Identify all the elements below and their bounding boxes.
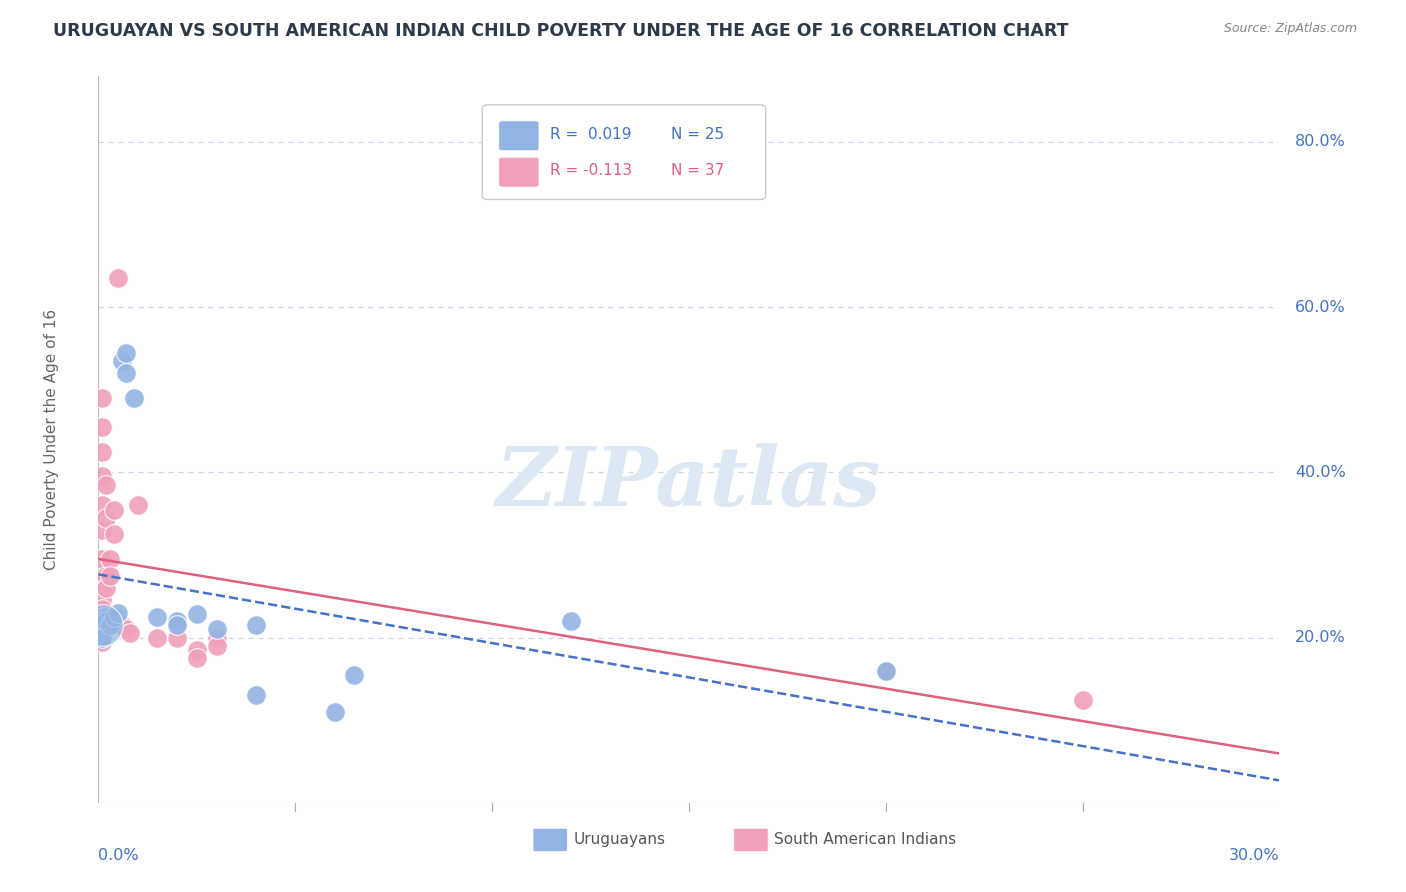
Point (91, 618, 114, 632)
Point (103, 610, 125, 624)
Point (96, 477, 118, 491)
Text: N = 37: N = 37 (671, 163, 724, 178)
Point (91, 420, 114, 434)
Point (91, 573, 114, 587)
Text: 20.0%: 20.0% (1295, 630, 1346, 645)
Point (103, 502, 125, 516)
Text: N = 25: N = 25 (671, 128, 724, 142)
Text: South American Indians: South American Indians (773, 832, 956, 847)
Point (96, 614, 118, 628)
Point (91, 614, 114, 628)
Point (245, 618, 267, 632)
Point (91, 634, 114, 648)
Point (91, 623, 114, 637)
Text: R = -0.113: R = -0.113 (550, 163, 631, 178)
Point (205, 639, 228, 653)
Text: URUGUAYAN VS SOUTH AMERICAN INDIAN CHILD POVERTY UNDER THE AGE OF 16 CORRELATION: URUGUAYAN VS SOUTH AMERICAN INDIAN CHILD… (53, 22, 1069, 40)
Point (91, 618, 114, 632)
Text: R =  0.019: R = 0.019 (550, 128, 631, 142)
Point (91, 391, 114, 405)
Point (107, 271, 129, 285)
Point (91, 618, 114, 632)
Text: Child Poverty Under the Age of 16: Child Poverty Under the Age of 16 (44, 309, 59, 570)
Point (205, 631, 228, 645)
Point (115, 345, 138, 359)
Point (1071, 692, 1094, 706)
Point (98, 552, 121, 566)
Text: ZIPatlas: ZIPatlas (496, 443, 882, 523)
Point (96, 610, 118, 624)
Point (91, 444, 114, 458)
Point (91, 523, 114, 537)
Point (103, 527, 125, 541)
Point (91, 593, 114, 607)
Text: 0.0%: 0.0% (98, 848, 139, 863)
Text: 40.0%: 40.0% (1295, 465, 1346, 480)
Text: 80.0%: 80.0% (1295, 135, 1346, 149)
Point (91, 626, 114, 640)
Point (96, 510, 118, 524)
Point (186, 607, 208, 622)
Point (186, 643, 208, 657)
Point (96, 610, 118, 624)
FancyBboxPatch shape (499, 157, 538, 187)
Point (107, 606, 129, 620)
Point (115, 623, 138, 637)
Point (91, 626, 114, 640)
Point (166, 614, 188, 628)
Point (91, 469, 114, 483)
FancyBboxPatch shape (734, 829, 768, 852)
Point (91, 552, 114, 566)
Point (166, 631, 188, 645)
Point (127, 499, 149, 513)
FancyBboxPatch shape (533, 829, 567, 852)
Text: Source: ZipAtlas.com: Source: ZipAtlas.com (1223, 22, 1357, 36)
Point (98, 568, 121, 582)
Point (111, 618, 134, 632)
Point (91, 499, 114, 513)
Point (560, 614, 582, 628)
FancyBboxPatch shape (482, 105, 766, 200)
Text: 30.0%: 30.0% (1229, 848, 1279, 863)
Point (323, 705, 346, 719)
Point (205, 623, 228, 637)
Point (166, 618, 188, 632)
Point (146, 631, 169, 645)
Point (186, 651, 208, 665)
Point (875, 664, 897, 678)
Point (875, 664, 897, 678)
Point (91, 631, 114, 645)
Point (245, 689, 267, 703)
FancyBboxPatch shape (499, 121, 538, 151)
Point (96, 568, 118, 582)
Point (91, 585, 114, 599)
Point (122, 391, 145, 405)
Point (98, 618, 121, 632)
Point (115, 366, 138, 380)
Point (96, 581, 118, 595)
Point (91, 601, 114, 615)
Text: Uruguayans: Uruguayans (574, 832, 665, 847)
Point (118, 626, 141, 640)
Point (343, 667, 366, 681)
Point (91, 610, 114, 624)
Point (111, 354, 134, 368)
Text: 60.0%: 60.0% (1295, 300, 1346, 315)
Point (146, 610, 169, 624)
